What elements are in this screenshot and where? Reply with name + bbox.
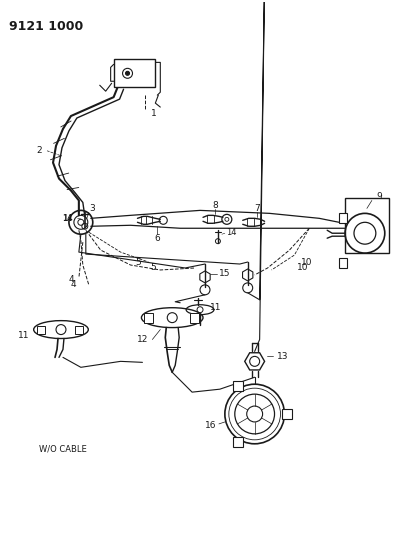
Text: 15: 15 [219,270,231,278]
Bar [282,409,292,419]
FancyBboxPatch shape [113,59,155,87]
Bar [339,258,347,268]
Bar [233,438,243,447]
Text: 7: 7 [254,204,259,213]
Text: 13: 13 [277,352,288,361]
Bar [144,313,153,322]
Circle shape [125,71,129,75]
Text: 2: 2 [36,146,42,155]
Text: 11: 11 [18,331,29,340]
Text: 16: 16 [205,422,217,431]
Text: 10: 10 [298,263,309,272]
Text: 3: 3 [89,204,95,213]
Text: 9: 9 [377,192,383,201]
Text: 4: 4 [68,276,74,285]
Text: 11: 11 [210,303,222,312]
Text: 8: 8 [212,201,218,210]
Bar [75,326,83,334]
Text: W/O CABLE: W/O CABLE [39,445,87,453]
Bar [345,198,389,253]
Text: 9121 1000: 9121 1000 [9,20,83,33]
Text: 12: 12 [137,335,148,344]
Text: 14: 14 [62,214,73,223]
Text: 1: 1 [151,109,157,118]
Bar [190,313,199,322]
Text: 14: 14 [226,228,236,237]
Text: 5: 5 [136,257,141,266]
Text: 6: 6 [155,233,160,243]
Bar [37,326,45,334]
Bar [233,381,243,391]
Text: 10: 10 [301,257,313,266]
Text: 4: 4 [70,280,76,289]
Text: 5: 5 [150,263,156,272]
Bar [339,213,347,223]
